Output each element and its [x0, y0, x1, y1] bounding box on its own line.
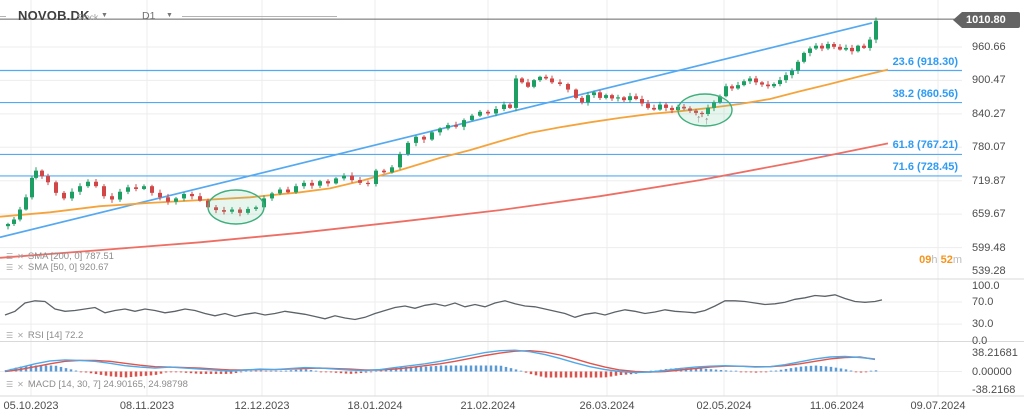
sma50-label: SMA [50, 0] 920.67 [27, 262, 109, 273]
sma50-legend: ☰ ✕ SMA [50, 0] 920.67 [6, 262, 109, 273]
timeframe-dropdown[interactable]: D1 [142, 10, 156, 22]
indicator-settings-icon[interactable]: ☰ [6, 331, 14, 340]
current-price-badge: 1010.80 [953, 12, 1020, 28]
rsi-axis-label: 100.0 [972, 279, 1000, 292]
price-axis-label: 539.28 [972, 265, 1006, 277]
fib-level-label: 71.6 (728.45) [892, 160, 958, 173]
date-axis-label: 02.05.2024 [696, 400, 752, 412]
sma200-line[interactable] [0, 142, 889, 259]
rsi-line[interactable] [4, 294, 883, 321]
countdown-minutes-unit: m [952, 254, 962, 266]
macd-axis-label: 38.21681 [972, 347, 1018, 359]
price-axis-label: 599.48 [972, 241, 1006, 254]
date-axis-label: 08.11.2023 [119, 400, 175, 412]
date-axis-label: 11.06.2024 [809, 400, 865, 412]
indicator-settings-icon[interactable]: ☰ [6, 252, 14, 261]
price-axis-label: 900.47 [972, 74, 1006, 87]
date-axis-label: 12.12.2023 [234, 400, 290, 412]
instrument-type-label: Stock [77, 12, 99, 22]
up-arrow-icon: ↑ [704, 115, 710, 127]
header-rule [0, 16, 6, 17]
price-axis-label: 840.27 [972, 107, 1006, 120]
countdown-minutes: 52 [940, 254, 953, 266]
symbol-dropdown[interactable]: NOVOB.DK [18, 8, 90, 23]
rsi-axis-label: 30.0 [972, 318, 994, 331]
indicator-settings-icon[interactable]: ☰ [6, 380, 14, 389]
sma200-legend: ☰ ✕ SMA [200, 0] 787.51 [6, 251, 114, 262]
indicator-remove-icon[interactable]: ✕ [17, 331, 24, 340]
rsi-axis-label: 0.0 [972, 334, 988, 347]
candlesticks[interactable] [6, 17, 878, 230]
rsi-label: RSI [14] 72.2 [27, 330, 84, 341]
indicator-remove-icon[interactable]: ✕ [17, 380, 24, 389]
date-axis-label: 26.03.2024 [579, 400, 635, 412]
countdown-hours: 09 [919, 254, 932, 266]
price-axis-label: 719.87 [972, 174, 1006, 187]
macd-axis-label: 0.00000 [972, 365, 1012, 378]
price-axis-label: 659.67 [972, 208, 1006, 221]
price-axis-label: 780.07 [972, 141, 1006, 154]
header-rule [182, 16, 337, 17]
fib-level-label: 23.6 (918.30) [892, 55, 958, 68]
date-axis-label: 18.01.2024 [347, 400, 403, 412]
date-axis-label: 21.02.2024 [460, 400, 516, 412]
indicator-remove-icon[interactable]: ✕ [17, 252, 24, 261]
macd-axis-label: -38.2168 [972, 383, 1016, 396]
chevron-down-icon[interactable]: ▼ [166, 12, 173, 19]
countdown-hours-unit: h [931, 254, 938, 266]
chevron-down-icon[interactable]: ▼ [101, 12, 108, 19]
trendline[interactable] [0, 22, 873, 239]
sma200-label: SMA [200, 0] 787.51 [27, 251, 114, 262]
candle-countdown: 09h 52m [852, 254, 962, 266]
up-arrow-icon: ↑ [696, 113, 702, 125]
fib-lines [0, 69, 962, 177]
fib-level-label: 61.8 (767.21) [892, 139, 958, 152]
indicator-remove-icon[interactable]: ✕ [17, 263, 24, 272]
sma50-line[interactable] [0, 68, 889, 218]
macd-legend: ☰ ✕ MACD [14, 30, 7] 24.90165, 24.98798 [6, 379, 188, 390]
macd-label: MACD [14, 30, 7] 24.90165, 24.98798 [27, 379, 188, 390]
rsi-axis-label: 70.0 [972, 296, 994, 309]
date-axis-label: 09.07.2024 [910, 400, 966, 412]
price-axis-label: 960.66 [972, 41, 1006, 53]
rsi-legend: ☰ ✕ RSI [14] 72.2 [6, 330, 83, 341]
macd-line[interactable] [4, 349, 876, 374]
annotation-ellipse[interactable] [207, 189, 265, 225]
indicator-settings-icon[interactable]: ☰ [6, 263, 14, 272]
annotation-ellipse[interactable] [677, 93, 733, 127]
date-axis-label: 05.10.2023 [3, 400, 59, 412]
annotations: ↑ ↑ [207, 93, 733, 225]
fib-level-label: 38.2 (860.56) [892, 87, 958, 100]
